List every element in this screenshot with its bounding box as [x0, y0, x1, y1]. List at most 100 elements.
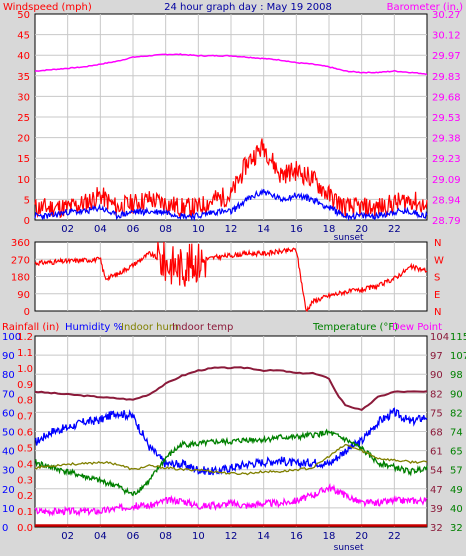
indoor-humidity-line — [34, 443, 428, 476]
wind-y-tick-label: 20 — [17, 134, 30, 145]
wind-y-tick-label: 30 — [17, 92, 30, 103]
x-tick-label: 12 — [225, 224, 238, 235]
x-tick-label: 10 — [192, 224, 205, 235]
indoor-temp-y-tick-label: 61 — [430, 447, 443, 458]
humidity-y-tick-label: 60 — [2, 408, 15, 419]
x-tick-label: 08 — [159, 224, 172, 235]
rainfall-y-tick-label: 0.9 — [17, 380, 33, 391]
wind-y-tick-label: 10 — [17, 175, 30, 186]
rainfall-y-tick-label: 0.7 — [17, 412, 33, 423]
direction-y-tick-label: 90 — [17, 290, 30, 301]
indoor-temp-y-tick-label: 54 — [430, 466, 443, 477]
x-tick-label: 04 — [94, 224, 107, 235]
indoor-temp-y-tick-label: 47 — [430, 485, 443, 496]
humidity-y-tick-label: 80 — [2, 370, 15, 381]
barometer-y-tick-label: 29.97 — [432, 51, 461, 62]
x-tick-label: 18 — [323, 224, 336, 235]
humidity-y-tick-label: 70 — [2, 389, 15, 400]
x-tick-label: 20 — [355, 531, 368, 542]
rainfall-y-tick-label: 0.5 — [17, 443, 33, 454]
wind-average-line — [34, 188, 428, 222]
humidity-axis-title: Humidity % — [65, 322, 123, 333]
rainfall-y-tick-label: 0.2 — [17, 491, 33, 502]
dew-point-axis-title: Dew Point — [392, 322, 442, 333]
indoor-temp-y-tick-label: 90 — [430, 370, 443, 381]
x-tick-label: 18 — [323, 531, 336, 542]
sunset-label: sunset — [334, 543, 364, 553]
rainfall-y-tick-label: 0.0 — [17, 523, 33, 534]
x-tick-label: 06 — [127, 531, 140, 542]
indoor-temp-line — [34, 366, 428, 412]
humidity-y-tick-label: 10 — [2, 504, 15, 515]
barometer-y-tick-label: 28.94 — [432, 195, 461, 206]
humidity-y-tick-label: 0 — [2, 523, 8, 534]
x-tick-label: 22 — [388, 224, 401, 235]
temperature-y-tick-label: 65 — [450, 447, 463, 458]
temperature-y-tick-label: 49 — [450, 485, 463, 496]
chart-title: 24 hour graph day : May 19 2008 — [164, 2, 332, 13]
indoor-temp-axis-title: Indoor temp — [172, 322, 233, 333]
temperature-y-tick-label: 115 — [450, 332, 466, 343]
humidity-y-tick-label: 40 — [2, 447, 15, 458]
wind-y-tick-label: 45 — [17, 31, 30, 42]
x-tick-label: 10 — [192, 531, 205, 542]
humidity-line — [34, 407, 428, 476]
x-tick-label: 04 — [94, 531, 107, 542]
barometer-y-tick-label: 29.38 — [432, 134, 461, 145]
barometer-y-tick-label: 29.83 — [432, 72, 461, 83]
compass-tick-label: N — [434, 238, 441, 249]
temperature-y-tick-label: 74 — [450, 428, 463, 439]
indoor-humidity-axis-title: Indoor hum — [121, 322, 179, 333]
rainfall-y-tick-label: 0.8 — [17, 396, 33, 407]
indoor-temp-y-tick-label: 97 — [430, 351, 443, 362]
dew-point-line — [34, 483, 428, 518]
rainfall-axis-title: Rainfall (in) — [2, 322, 59, 333]
wind-y-tick-label: 0 — [24, 216, 30, 227]
x-tick-label: 16 — [290, 224, 303, 235]
humidity-y-tick-label: 20 — [2, 485, 15, 496]
indoor-temp-y-tick-label: 75 — [430, 408, 443, 419]
temperature-y-tick-label: 40 — [450, 504, 463, 515]
temperature-y-tick-label: 107 — [450, 351, 466, 362]
wind-y-tick-label: 40 — [17, 51, 30, 62]
barometer-y-tick-label: 29.53 — [432, 113, 461, 124]
direction-y-tick-label: 360 — [11, 238, 30, 249]
x-tick-label: 22 — [388, 531, 401, 542]
compass-tick-label: N — [434, 307, 441, 318]
humidity-y-tick-label: 90 — [2, 351, 15, 362]
compass-tick-label: W — [434, 255, 444, 266]
humidity-y-tick-label: 30 — [2, 466, 15, 477]
x-tick-label: 14 — [257, 531, 270, 542]
wind-direction-line — [34, 241, 428, 312]
wind-y-tick-label: 50 — [17, 10, 30, 21]
humidity-y-tick-label: 100 — [2, 332, 21, 343]
temperature-y-tick-label: 82 — [450, 408, 463, 419]
rainfall-y-tick-label: 0.3 — [17, 475, 33, 486]
indoor-temp-y-tick-label: 39 — [430, 504, 443, 515]
barometer-axis-title: Barometer (in.) — [387, 2, 463, 13]
compass-tick-label: S — [434, 273, 440, 284]
direction-y-tick-label: 270 — [11, 255, 30, 266]
temperature-y-tick-label: 90 — [450, 389, 463, 400]
wind-axis-title: Windspeed (mph) — [3, 2, 92, 13]
x-tick-label: 02 — [61, 224, 74, 235]
indoor-temp-y-tick-label: 68 — [430, 428, 443, 439]
wind-y-tick-label: 35 — [17, 72, 30, 83]
direction-y-tick-label: 0 — [24, 307, 30, 318]
rainfall-y-tick-label: 0.6 — [17, 428, 33, 439]
humidity-y-tick-label: 50 — [2, 428, 15, 439]
barometer-y-tick-label: 29.23 — [432, 154, 461, 165]
x-tick-label: 02 — [61, 531, 74, 542]
indoor-temp-y-tick-label: 82 — [430, 389, 443, 400]
barometer-y-tick-label: 28.79 — [432, 216, 461, 227]
indoor-temp-y-tick-label: 32 — [430, 523, 443, 534]
barometer-line — [34, 53, 428, 75]
x-tick-label: 06 — [127, 224, 140, 235]
rainfall-y-tick-label: 1.0 — [17, 364, 33, 375]
x-tick-label: 14 — [257, 224, 270, 235]
direction-y-tick-label: 180 — [11, 273, 30, 284]
temperature-y-tick-label: 32 — [450, 523, 463, 534]
rainfall-y-tick-label: 0.4 — [17, 459, 33, 470]
x-tick-label: 12 — [225, 531, 238, 542]
